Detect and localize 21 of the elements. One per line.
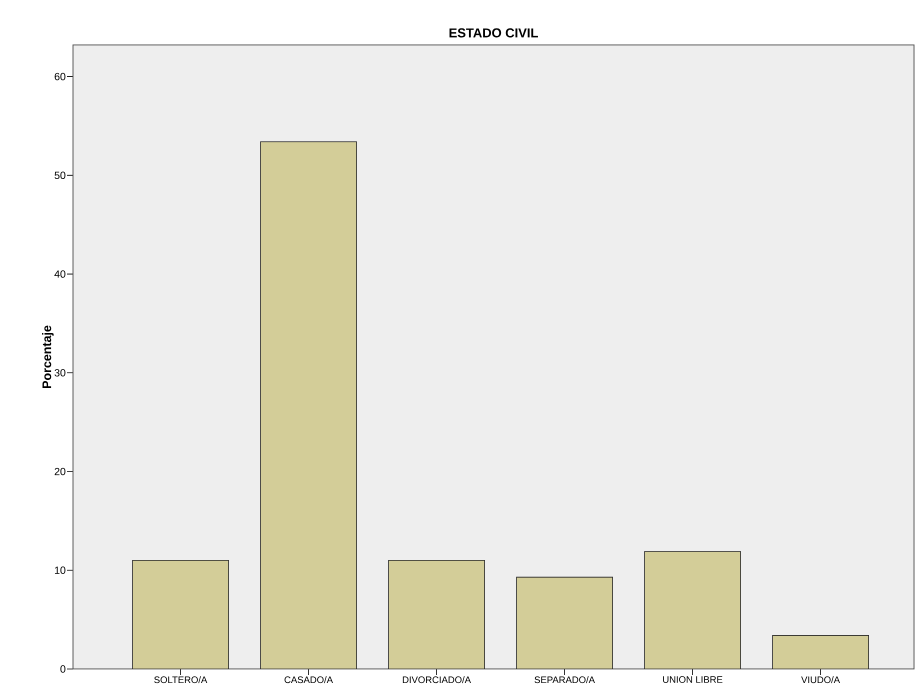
x-tick-label: SEPARADO/A	[534, 676, 595, 684]
x-tick-label: DIVORCIADO/A	[402, 676, 471, 684]
bar	[260, 141, 357, 669]
bar	[388, 560, 485, 669]
x-tick-label: SOLTERO/A	[154, 676, 208, 684]
y-tick-label: 20	[54, 468, 66, 476]
bar	[644, 551, 741, 669]
y-tick-label: 60	[54, 72, 66, 80]
y-axis-title: Porcentaje	[42, 326, 54, 388]
x-tick-label: VIUDO/A	[801, 676, 840, 684]
y-tick-label: 30	[54, 369, 66, 376]
y-tick-label: 40	[54, 270, 66, 278]
y-tick-label: 0	[60, 665, 66, 673]
chart-title: ESTADO CIVIL	[450, 28, 538, 38]
y-tick-label: 50	[54, 172, 66, 180]
x-tick-label: CASADO/A	[284, 676, 333, 684]
x-tick-label: UNION LIBRE	[663, 676, 722, 683]
bar	[772, 635, 869, 669]
bar	[132, 560, 229, 669]
y-tick-label: 10	[54, 566, 66, 574]
bar	[516, 576, 613, 669]
